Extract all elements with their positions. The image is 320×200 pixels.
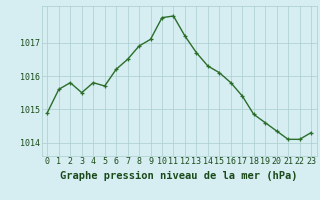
X-axis label: Graphe pression niveau de la mer (hPa): Graphe pression niveau de la mer (hPa) xyxy=(60,171,298,181)
